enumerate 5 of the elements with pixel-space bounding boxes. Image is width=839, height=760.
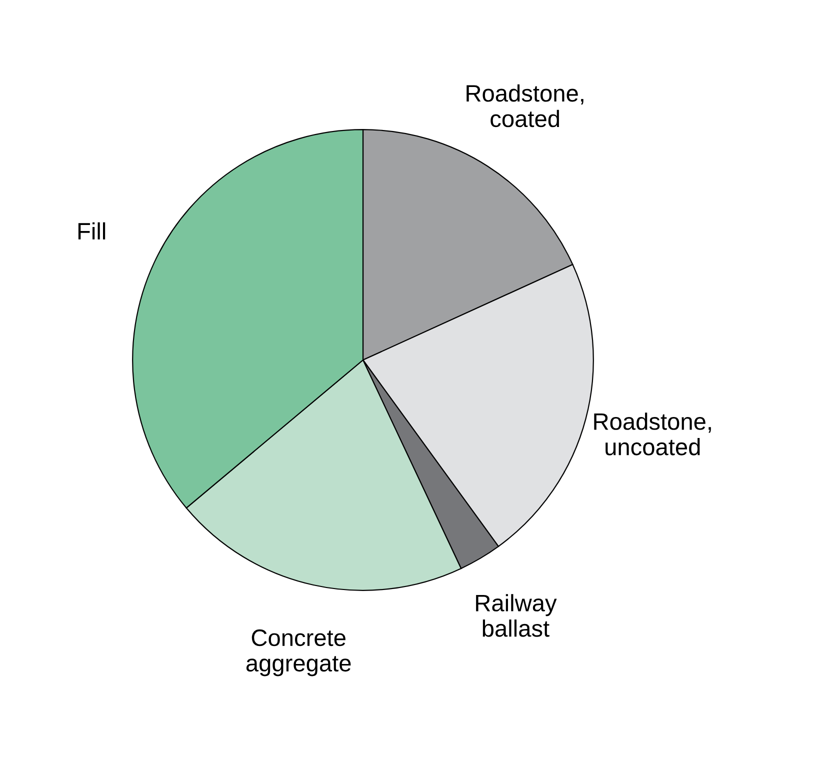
slice-label: Concrete aggregate (246, 629, 351, 676)
slice-label: Roadstone, coated (466, 84, 584, 128)
slice-label: Railway ballast (476, 594, 557, 637)
slice-label: Fill (78, 222, 106, 240)
slice-label: Roadstone, uncoated (594, 412, 711, 456)
